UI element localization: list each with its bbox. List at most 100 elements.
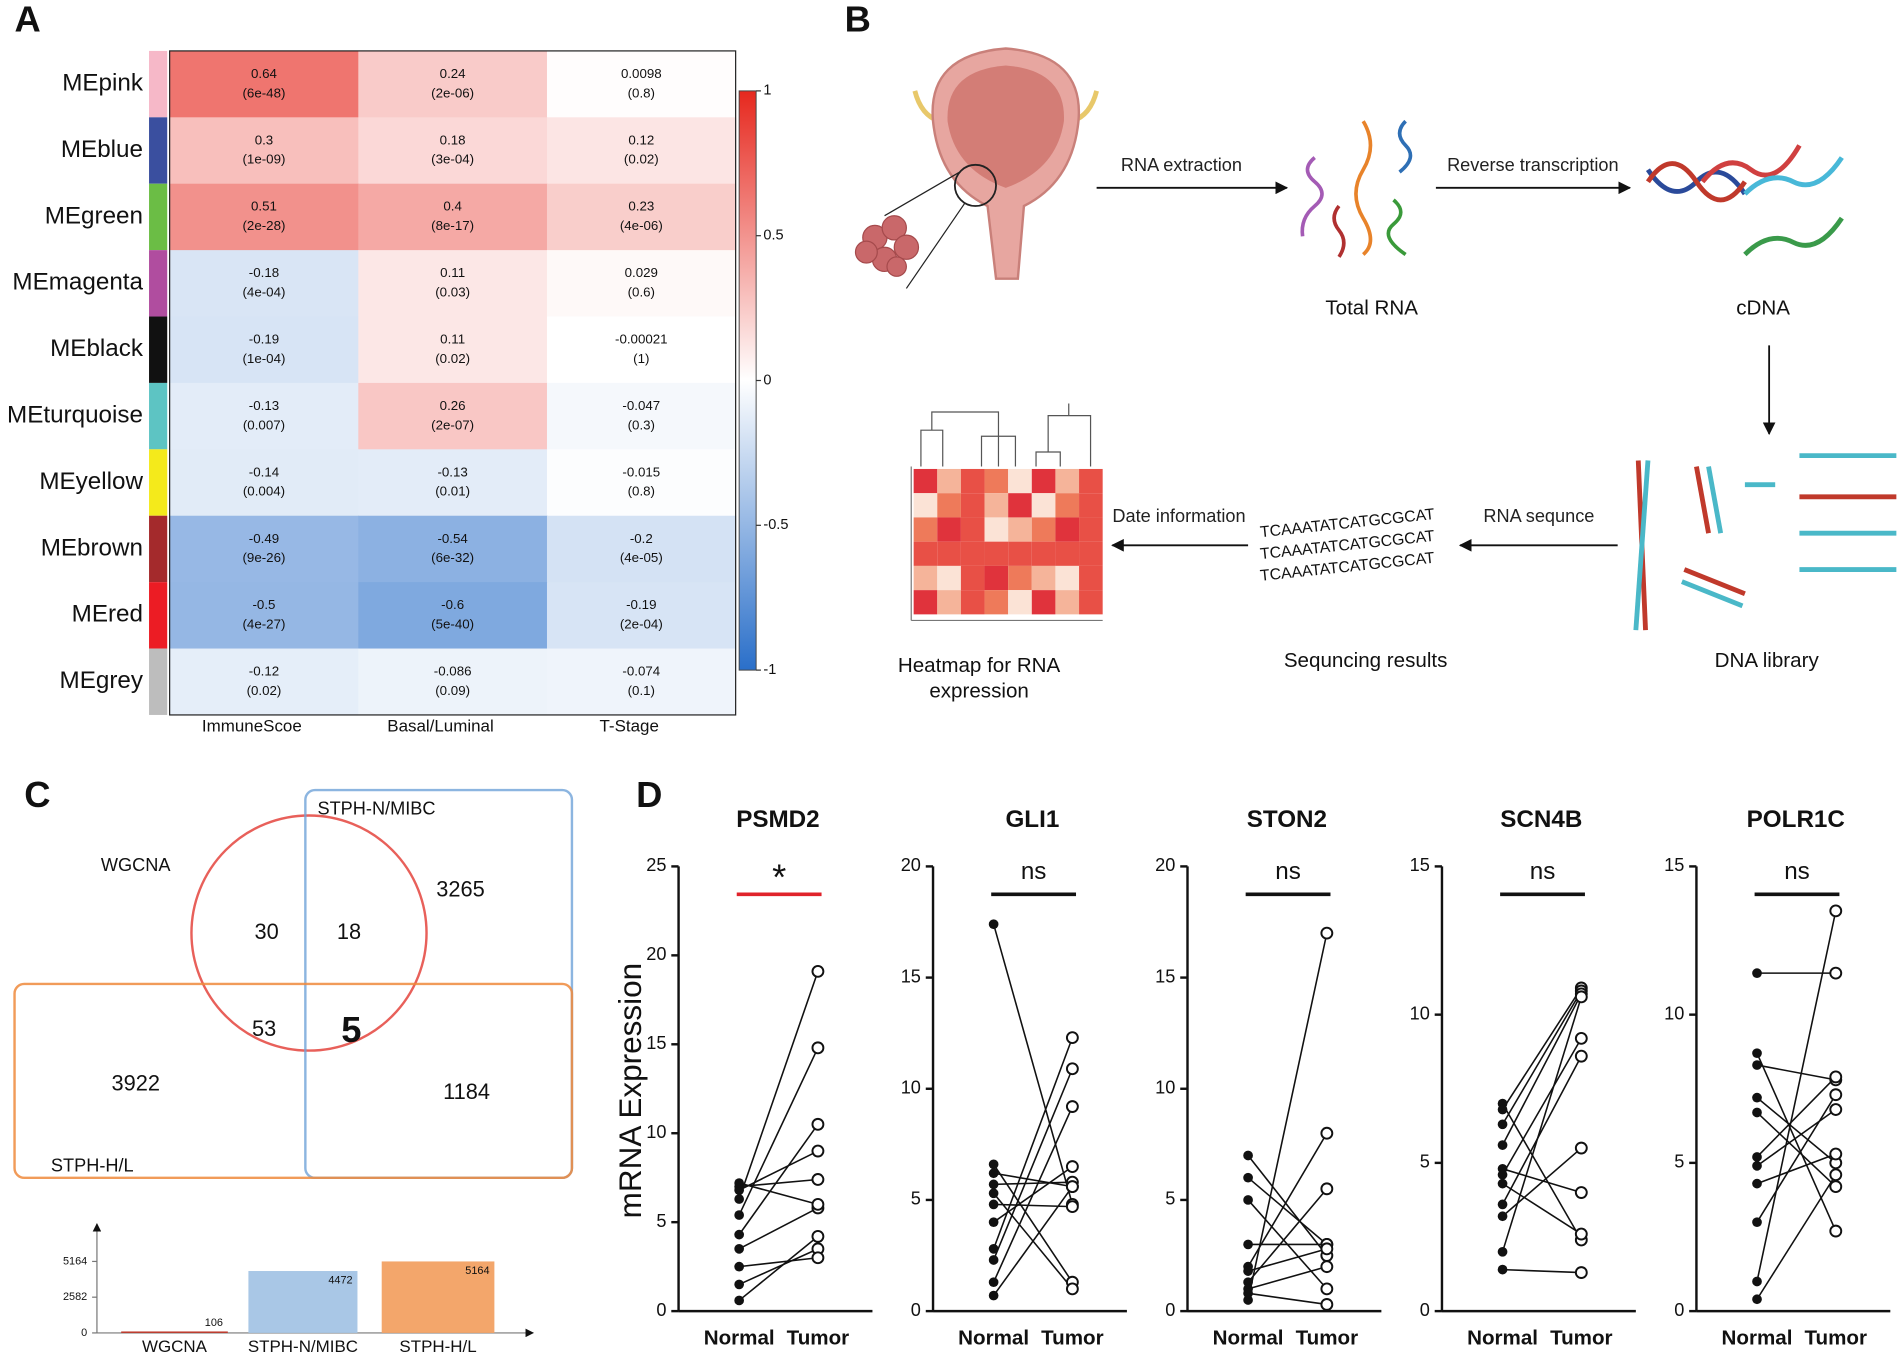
chart-title: GLI1: [1005, 806, 1059, 833]
pair-line: [1247, 1292, 1327, 1306]
cell-value: -0.086: [434, 664, 472, 679]
pair-line: [1502, 1168, 1582, 1194]
normal-point: [1497, 1169, 1508, 1180]
mini-cell: [937, 590, 961, 615]
normal-point: [1497, 1119, 1508, 1130]
normal-point: [988, 1277, 999, 1288]
y-tick-label: 5164: [63, 1255, 87, 1267]
pair-line: [1501, 1103, 1582, 1241]
pair-line: [1502, 1268, 1582, 1274]
step-label: RNA sequnce: [1483, 506, 1594, 526]
significance-label: ns: [1530, 858, 1556, 885]
heat-cell: [169, 316, 359, 384]
mini-cell: [1055, 565, 1080, 591]
normal-point: [1752, 1060, 1762, 1070]
cell-value: -0.047: [622, 398, 660, 413]
mini-cell: [1031, 468, 1056, 494]
node-label: expression: [929, 679, 1029, 702]
pair-line: [992, 1037, 1074, 1250]
tumor-point: [1829, 1168, 1843, 1182]
tumor-point: [1574, 1186, 1588, 1199]
pair-line: [1756, 1111, 1837, 1188]
mini-cell: [913, 517, 938, 542]
heat-cell: [546, 449, 737, 517]
mini-cell: [1079, 565, 1103, 591]
cell-pvalue: (0.03): [435, 285, 470, 300]
module-swatch: [149, 117, 168, 184]
normal-point: [988, 1188, 999, 1199]
cell-value: 0.51: [251, 199, 277, 214]
pair-line: [738, 1047, 819, 1216]
cell-value: -0.5: [252, 597, 275, 612]
cell-value: -0.54: [437, 531, 468, 546]
heat-cell: [546, 648, 737, 716]
x-tick-label: Tumor: [1550, 1326, 1613, 1349]
colorbar-tick-label: 0: [763, 372, 771, 388]
y-tick-label: 15: [1155, 966, 1175, 986]
rna-strands: [1300, 119, 1413, 258]
step-label: RNA extraction: [1121, 155, 1242, 175]
y-tick-label: 10: [646, 1122, 666, 1142]
pair-line: [738, 1207, 819, 1250]
pair-line: [1756, 1052, 1837, 1232]
cell-pvalue: (2e-04): [620, 617, 663, 632]
mini-cell: [1055, 468, 1080, 494]
y-tick-label: 5: [656, 1211, 666, 1231]
tumor-point: [811, 1229, 825, 1243]
mini-cell: [1008, 468, 1032, 494]
normal-point: [1497, 1211, 1508, 1222]
cell-value: -0.49: [249, 531, 279, 546]
mini-cell: [984, 493, 1009, 518]
tumor-point: [811, 1251, 825, 1265]
pair-line: [1247, 1248, 1328, 1272]
region-count: 3265: [436, 876, 485, 901]
y-tick-label: 0: [1674, 1300, 1684, 1320]
tumor-point: [1320, 1298, 1334, 1311]
normal-point: [1752, 1294, 1762, 1305]
normal-point: [734, 1261, 745, 1272]
y-tick-label: 15: [1664, 855, 1684, 875]
tumor-point: [1320, 1282, 1334, 1296]
panel-label: B: [845, 0, 871, 39]
cell-value: 0.4: [443, 199, 462, 214]
cell-pvalue: (4e-06): [620, 218, 663, 233]
heat-cell: [546, 250, 737, 318]
region-count: 1184: [443, 1079, 490, 1104]
x-tick-label: Tumor: [1805, 1326, 1868, 1349]
cell-value: -0.18: [249, 265, 279, 280]
y-tick-label: 15: [901, 966, 921, 986]
x-tick-label: Normal: [704, 1326, 775, 1349]
y-tick-label: 5: [911, 1189, 921, 1209]
mini-cell: [1008, 590, 1032, 615]
mini-cell: [1031, 590, 1056, 615]
mini-cell: [1079, 468, 1103, 494]
tumor-point: [1065, 1062, 1079, 1076]
tumor-point: [1829, 966, 1843, 980]
charts: MEpink 0.64 (6e-48) 0.24 (2e-06) 0.0098 (0.8) M…: [7, 50, 1891, 1356]
mini-cell: [984, 517, 1009, 542]
mini-cell: [937, 517, 961, 542]
normal-point: [734, 1279, 745, 1290]
cell-pvalue: (2e-28): [243, 218, 286, 233]
mini-cell: [1055, 493, 1080, 518]
heat-cell: [358, 316, 548, 384]
tumor-point: [1320, 1242, 1334, 1256]
cell-pvalue: (6e-32): [431, 550, 474, 565]
pair-line: [1756, 910, 1837, 1282]
tumor-point: [1320, 926, 1334, 940]
heatmap-frame: [169, 50, 737, 716]
cell-value: -0.12: [249, 664, 279, 679]
tumor-point: [1574, 990, 1588, 1004]
heat-cell: [358, 382, 548, 450]
column-label: Basal/Luminal: [387, 717, 494, 736]
column-label: ImmuneScoe: [202, 717, 302, 736]
mini-cell: [1079, 541, 1103, 566]
colorbar: [738, 90, 757, 671]
tumor-point: [1065, 1160, 1079, 1174]
cell-pvalue: (1): [633, 351, 649, 366]
cell-pvalue: (0.007): [243, 417, 285, 432]
dna-library: [1633, 453, 1897, 631]
y-tick-label: 2582: [63, 1291, 87, 1303]
cell-value: 0.23: [628, 199, 654, 214]
normal-point: [1243, 1239, 1253, 1250]
